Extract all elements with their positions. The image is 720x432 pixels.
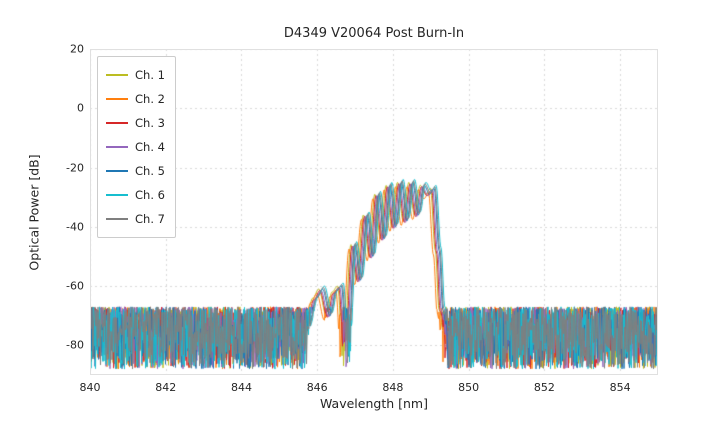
legend-item: Ch. 6: [106, 183, 165, 207]
y-tick-label: -80: [66, 338, 84, 352]
y-tick-label: -40: [66, 220, 84, 234]
legend-label: Ch. 1: [135, 68, 165, 82]
legend-item: Ch. 3: [106, 111, 165, 135]
legend-item: Ch. 1: [106, 63, 165, 87]
x-tick-label: 852: [533, 381, 555, 394]
x-tick-label: 840: [79, 381, 101, 394]
legend-line-swatch: [106, 218, 128, 220]
y-tick-label: -60: [66, 279, 84, 293]
legend-line-swatch: [106, 170, 128, 172]
legend-label: Ch. 7: [135, 212, 165, 226]
chart-title: D4349 V20064 Post Burn-In: [283, 26, 465, 41]
x-axis-label: Wavelength [nm]: [320, 396, 428, 411]
y-tick-label: 0: [77, 101, 84, 115]
legend-item: Ch. 2: [106, 87, 165, 111]
y-tick-label: 20: [70, 42, 84, 56]
legend: Ch. 1 Ch. 2 Ch. 3 Ch. 4 Ch. 5 Ch. 6 Ch. 7: [97, 56, 176, 238]
legend-label: Ch. 3: [135, 116, 165, 130]
x-tick-label: 842: [155, 381, 177, 394]
x-tick-label: 854: [609, 381, 631, 394]
legend-label: Ch. 6: [135, 188, 165, 202]
legend-item: Ch. 4: [106, 135, 165, 159]
x-tick-label: 846: [306, 381, 328, 394]
legend-label: Ch. 2: [135, 92, 165, 106]
y-tick-label: -20: [66, 161, 84, 175]
legend-line-swatch: [106, 122, 128, 124]
legend-label: Ch. 4: [135, 140, 165, 154]
x-tick-label: 850: [458, 381, 480, 394]
legend-item: Ch. 7: [106, 207, 165, 231]
x-tick-label: 848: [382, 381, 404, 394]
plot-area: [90, 49, 658, 375]
legend-item: Ch. 5: [106, 159, 165, 183]
legend-line-swatch: [106, 194, 128, 196]
legend-line-swatch: [106, 74, 128, 76]
legend-line-swatch: [106, 146, 128, 148]
legend-label: Ch. 5: [135, 164, 165, 178]
x-tick-label: 844: [230, 381, 252, 394]
legend-line-swatch: [106, 98, 128, 100]
